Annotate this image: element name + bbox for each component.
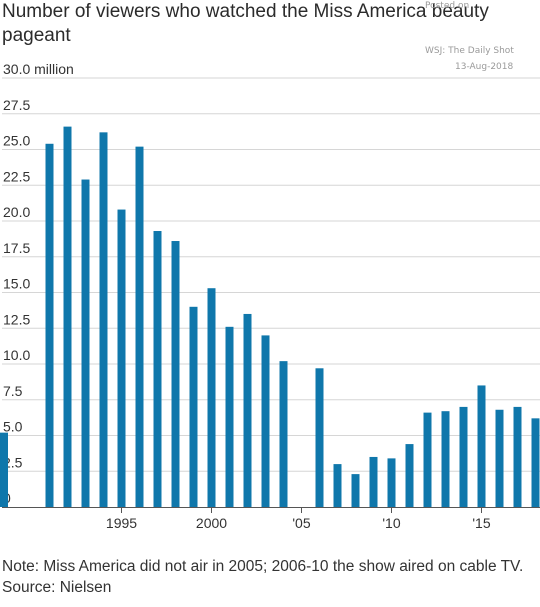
source-text: Source: Nielsen <box>2 579 112 596</box>
x-tick-label: 2000 <box>196 515 227 531</box>
gridlines <box>2 77 540 472</box>
bar-2015 <box>477 385 486 507</box>
y-tick-label: 20.0 <box>3 204 30 220</box>
y-tick-label: 12.5 <box>3 311 30 327</box>
bar-1994 <box>99 132 108 507</box>
bar-2016 <box>495 409 504 507</box>
bar-2006 <box>315 368 324 507</box>
chart-title: Number of viewers who watched the Miss A… <box>2 1 489 46</box>
bar-2003 <box>261 335 270 507</box>
x-tick-label: '10 <box>382 515 400 531</box>
x-axis: 1995 2000 '05 '10 '15 <box>2 507 540 531</box>
bar-2008 <box>351 474 360 507</box>
bar-1991 <box>45 143 54 507</box>
bar-undefined <box>0 432 8 507</box>
x-tick-label: '05 <box>292 515 310 531</box>
y-tick-labels: 02.55.07.510.012.515.017.520.022.525.027… <box>3 61 74 506</box>
bar-1995 <box>117 209 126 507</box>
chart-footnote: Note: Miss America did not air in 2005; … <box>2 556 538 598</box>
bar-2001 <box>225 326 234 507</box>
y-tick-label: 5.0 <box>3 419 23 435</box>
note-text: Note: Miss America did not air in 2005; … <box>2 558 524 575</box>
y-tick-label: 10.0 <box>3 347 30 363</box>
bar-2011 <box>405 444 414 507</box>
bar-1993 <box>81 179 90 507</box>
y-tick-label: 30.0 million <box>3 61 74 77</box>
bar-2004 <box>279 361 288 507</box>
bar-2013 <box>441 411 450 507</box>
bar-2007 <box>333 464 342 507</box>
posted-by-label: WSJ: The Daily Shot <box>425 46 514 56</box>
y-tick-label: 17.5 <box>3 240 30 256</box>
bar-1998 <box>171 241 180 507</box>
y-tick-label: 15.0 <box>3 276 30 292</box>
bar-1996 <box>135 146 144 507</box>
bar-2000 <box>207 288 216 507</box>
bar-1992 <box>63 126 72 508</box>
y-tick-label: 7.5 <box>3 383 23 399</box>
bar-1999 <box>189 306 198 507</box>
posted-on-label: Posted on <box>425 1 470 11</box>
bar-2012 <box>423 412 432 507</box>
bar-1997 <box>153 231 162 507</box>
y-tick-label: 25.0 <box>3 133 30 149</box>
bars <box>0 126 540 508</box>
x-tick-label: '15 <box>472 515 490 531</box>
bar-2018 <box>531 418 540 507</box>
y-tick-label: 27.5 <box>3 97 30 113</box>
bar-2010 <box>387 458 396 507</box>
bar-2014 <box>459 406 468 507</box>
bar-2017 <box>513 406 522 507</box>
posted-date-label: 13-Aug-2018 <box>455 62 514 72</box>
bar-2002 <box>243 313 252 507</box>
y-tick-label: 22.5 <box>3 168 30 184</box>
x-tick-label: 1995 <box>106 515 137 531</box>
bar-2009 <box>369 456 378 507</box>
